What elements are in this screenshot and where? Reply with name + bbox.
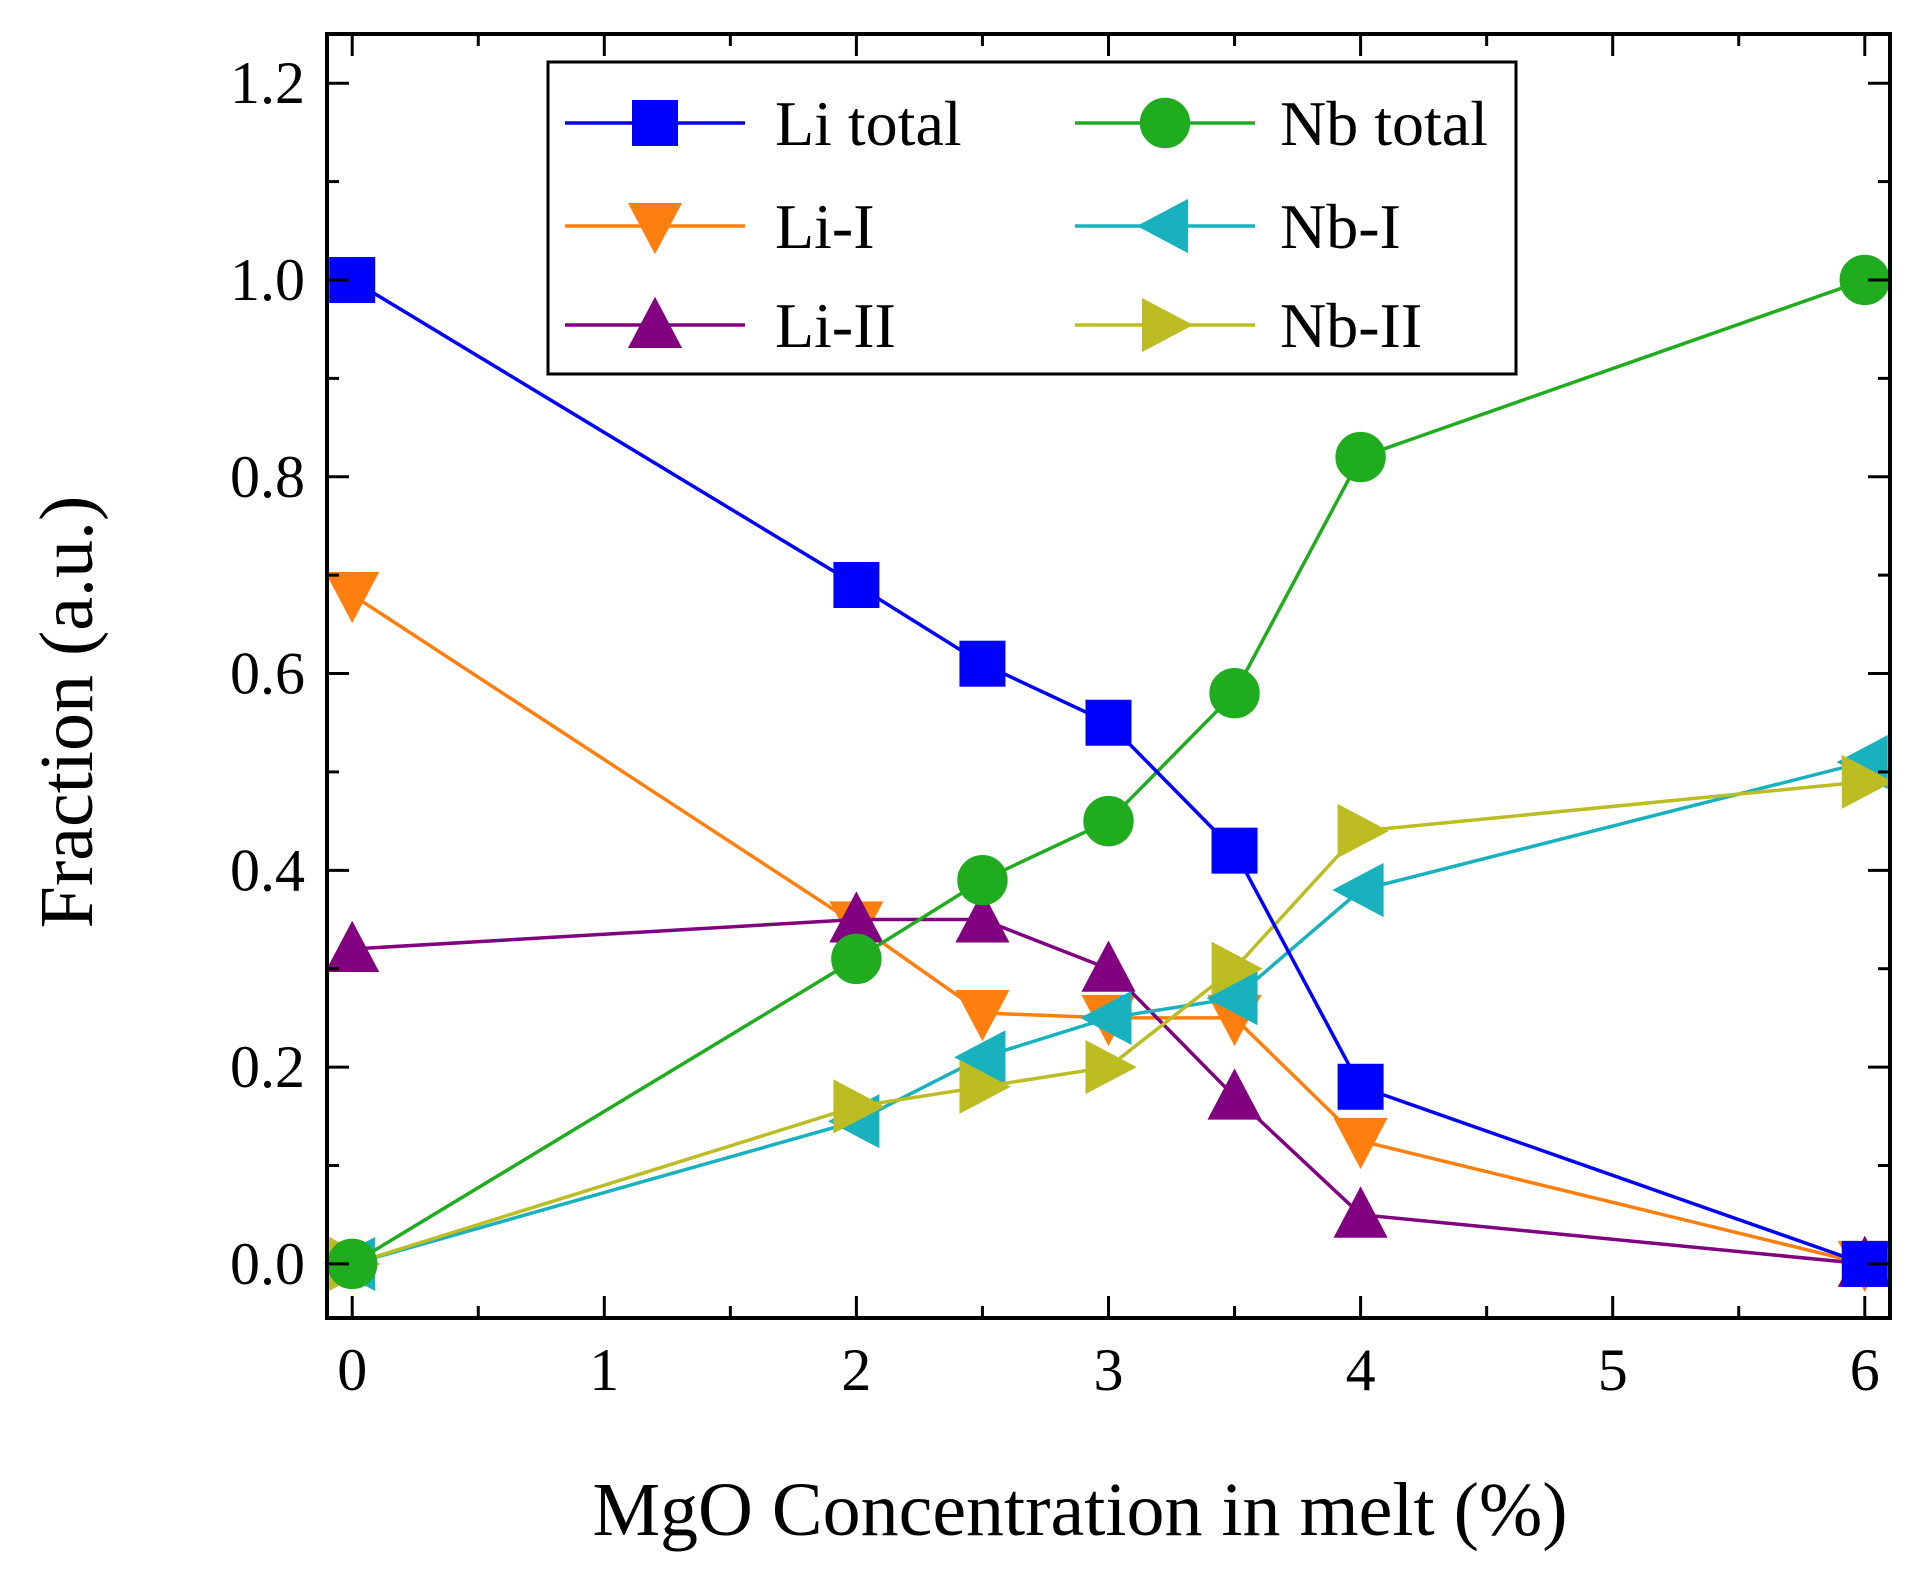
y-tick-label: 1.2 bbox=[230, 50, 305, 116]
data-point-li-ii bbox=[1081, 940, 1136, 992]
legend-marker-li-total bbox=[632, 100, 678, 146]
data-point-li-i bbox=[955, 989, 1010, 1042]
data-point-nb-total bbox=[957, 854, 1008, 906]
legend-label-li-i: Li-I bbox=[775, 191, 875, 262]
data-point-li-total bbox=[1085, 699, 1132, 746]
x-tick-label: 6 bbox=[1850, 1337, 1880, 1403]
data-point-li-i bbox=[1333, 1117, 1388, 1170]
legend-item-li-ii: Li-II bbox=[565, 290, 896, 361]
legend-marker-li-i bbox=[627, 203, 683, 255]
data-point-nb-total bbox=[1335, 431, 1386, 483]
y-axis-title: Fraction (a.u.) bbox=[25, 496, 109, 929]
series-line-nb-total bbox=[351, 278, 1866, 1266]
x-tick-label: 5 bbox=[1598, 1337, 1628, 1403]
legend-label-nb-ii: Nb-II bbox=[1280, 290, 1422, 361]
data-point-nb-total bbox=[1209, 668, 1260, 719]
data-point-li-total bbox=[1337, 1063, 1384, 1110]
y-tick-label: 0.8 bbox=[230, 444, 305, 510]
legend: Li total Li-I Li-II Nb total Nb-I Nb-II bbox=[546, 60, 1518, 376]
x-tick-label: 0 bbox=[337, 1337, 367, 1403]
x-tick-label: 3 bbox=[1094, 1337, 1124, 1403]
legend-label-li-total: Li total bbox=[775, 88, 962, 159]
legend-label-li-ii: Li-II bbox=[775, 290, 896, 361]
data-point-li-ii bbox=[1207, 1068, 1262, 1120]
x-tick-label: 1 bbox=[589, 1337, 619, 1403]
data-point-li-ii bbox=[325, 920, 380, 973]
legend-item-li-i: Li-I bbox=[565, 191, 875, 262]
legend-label-nb-total: Nb total bbox=[1280, 88, 1488, 159]
series-nb-total bbox=[327, 254, 1890, 1290]
data-point-nb-i bbox=[954, 1030, 1006, 1085]
data-point-nb-ii bbox=[1085, 1040, 1137, 1095]
y-tick-label: 0.4 bbox=[230, 837, 305, 903]
data-point-nb-ii bbox=[1211, 941, 1263, 996]
data-point-li-ii bbox=[1333, 1186, 1388, 1238]
data-point-nb-total bbox=[831, 933, 882, 985]
data-point-nb-i bbox=[1332, 862, 1384, 918]
series-nb-ii bbox=[329, 754, 1894, 1291]
legend-item-nb-ii: Nb-II bbox=[1075, 290, 1422, 361]
legend-marker-nb-total bbox=[1139, 97, 1191, 149]
data-point-nb-total bbox=[1083, 795, 1134, 847]
y-tick-label: 0.2 bbox=[230, 1034, 305, 1100]
x-axis-title: MgO Concentration in melt (%) bbox=[592, 1468, 1567, 1552]
series-li-i bbox=[325, 571, 1892, 1293]
series-li-ii bbox=[325, 891, 1892, 1287]
series-line-li-total bbox=[351, 278, 1866, 1266]
data-point-li-total bbox=[959, 640, 1006, 687]
legend-marker-nb-ii bbox=[1142, 297, 1194, 353]
data-point-nb-i bbox=[1080, 990, 1132, 1045]
data-point-li-total bbox=[1211, 827, 1258, 874]
y-tick-label: 0.6 bbox=[230, 641, 305, 707]
legend-label-nb-i: Nb-I bbox=[1280, 191, 1401, 262]
legend-item-li-total: Li total bbox=[565, 88, 962, 159]
legend-marker-nb-i bbox=[1136, 198, 1188, 254]
series-line-li-i bbox=[351, 593, 1866, 1266]
data-point-nb-ii bbox=[959, 1059, 1011, 1114]
data-point-li-total bbox=[833, 561, 880, 608]
y-tick-label: 0.0 bbox=[230, 1231, 305, 1297]
data-point-nb-ii bbox=[833, 1079, 885, 1134]
legend-box bbox=[546, 60, 1518, 376]
series-li-total bbox=[329, 256, 1888, 1287]
x-tick-label: 4 bbox=[1346, 1337, 1376, 1403]
legend-item-nb-i: Nb-I bbox=[1075, 191, 1401, 262]
series-layer bbox=[323, 254, 1894, 1293]
data-point-nb-ii bbox=[1337, 803, 1389, 859]
axes-layer: 0 1 2 3 4 5 6 0.0 0.2 0.4 0.6 0.8 1.0 1.2 bbox=[230, 32, 1892, 1403]
legend-item-nb-total: Nb total bbox=[1075, 88, 1488, 159]
data-point-nb-i bbox=[1206, 971, 1258, 1026]
data-point-nb-ii bbox=[1841, 754, 1894, 809]
legend-marker-li-ii bbox=[627, 296, 683, 348]
y-tick-label: 1.0 bbox=[230, 247, 305, 313]
data-point-li-ii bbox=[955, 891, 1010, 943]
data-point-li-i bbox=[325, 571, 380, 624]
x-tick-label: 2 bbox=[841, 1337, 871, 1403]
